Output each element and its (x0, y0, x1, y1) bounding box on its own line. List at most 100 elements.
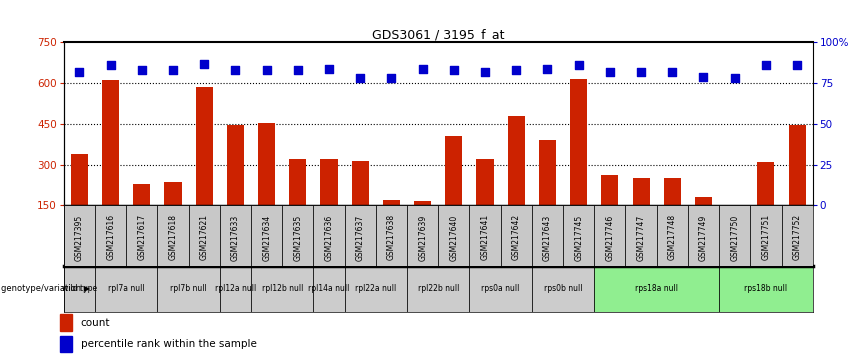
Text: rpl14a null: rpl14a null (308, 284, 350, 293)
Bar (789, 125, 806, 246)
Point (697, 74, 711, 80)
Bar (781, 205, 813, 266)
Bar (563, 205, 594, 266)
Point (291, 67, 305, 73)
Bar (757, 162, 774, 246)
Bar (289, 159, 306, 246)
Bar (251, 266, 313, 312)
Point (665, 69, 679, 75)
Point (791, 62, 804, 68)
Text: rps0a null: rps0a null (482, 284, 520, 293)
Text: GSM217618: GSM217618 (168, 214, 178, 260)
Bar (227, 125, 244, 246)
Bar (157, 266, 220, 312)
Bar (196, 87, 213, 246)
Bar (60, 336, 72, 352)
Text: rpl12b null: rpl12b null (261, 284, 303, 293)
Point (634, 69, 648, 75)
Bar (438, 205, 470, 266)
Point (353, 75, 367, 81)
Bar (695, 197, 712, 246)
Bar (157, 205, 189, 266)
Bar (313, 205, 345, 266)
Point (166, 67, 180, 73)
Bar (220, 266, 251, 312)
Bar (719, 205, 751, 266)
Bar (164, 182, 181, 246)
Bar (189, 205, 220, 266)
Point (447, 67, 460, 73)
Bar (532, 205, 563, 266)
Bar (594, 266, 719, 312)
Text: count: count (81, 318, 111, 327)
Bar (351, 161, 368, 246)
Bar (126, 205, 157, 266)
Bar (508, 116, 525, 246)
Text: rps18b null: rps18b null (745, 284, 787, 293)
Bar (64, 205, 95, 266)
Text: wild type: wild type (62, 284, 97, 293)
Bar (407, 266, 470, 312)
Text: rps18a null: rps18a null (635, 284, 678, 293)
Text: GSM217616: GSM217616 (106, 214, 115, 261)
Text: GSM217633: GSM217633 (231, 214, 240, 261)
Bar (445, 136, 462, 246)
Text: GSM217634: GSM217634 (262, 214, 271, 261)
Text: rpl22b null: rpl22b null (418, 284, 459, 293)
Bar (407, 205, 438, 266)
Bar (726, 238, 743, 246)
Text: rps0b null: rps0b null (544, 284, 582, 293)
Bar (383, 200, 400, 246)
Text: GSM217643: GSM217643 (543, 214, 552, 261)
Text: rpl7b null: rpl7b null (170, 284, 207, 293)
Text: GSM217751: GSM217751 (762, 214, 770, 261)
Bar (532, 266, 594, 312)
Bar (64, 266, 95, 312)
Bar (414, 201, 431, 246)
Text: GSM217636: GSM217636 (324, 214, 334, 261)
Bar (283, 205, 313, 266)
Point (385, 75, 398, 81)
Point (229, 67, 243, 73)
Bar (632, 178, 649, 246)
Text: percentile rank within the sample: percentile rank within the sample (81, 339, 257, 349)
Text: GSM217750: GSM217750 (730, 214, 740, 261)
Text: GSM217641: GSM217641 (481, 214, 489, 261)
Text: rpl22a null: rpl22a null (355, 284, 397, 293)
Bar (376, 205, 407, 266)
Point (197, 61, 211, 67)
Point (603, 69, 617, 75)
Text: GSM217638: GSM217638 (387, 214, 396, 261)
Bar (539, 140, 556, 246)
Point (540, 66, 554, 72)
Point (323, 66, 336, 72)
Point (135, 67, 149, 73)
Text: GSM217747: GSM217747 (637, 214, 646, 261)
Text: rpl7a null: rpl7a null (108, 284, 145, 293)
Point (416, 66, 430, 72)
Text: GSM217749: GSM217749 (699, 214, 708, 261)
Point (72, 69, 86, 75)
Text: GSM217752: GSM217752 (792, 214, 802, 261)
Bar (313, 266, 345, 312)
Bar (602, 176, 619, 246)
Bar (625, 205, 657, 266)
Bar (95, 266, 157, 312)
Bar (251, 205, 283, 266)
Text: GSM217635: GSM217635 (294, 214, 302, 261)
Bar (95, 205, 126, 266)
Point (478, 69, 492, 75)
Bar (71, 154, 88, 246)
Bar (664, 178, 681, 246)
Text: GSM217746: GSM217746 (605, 214, 614, 261)
Text: GSM217748: GSM217748 (668, 214, 677, 261)
Bar (321, 159, 338, 246)
Bar (688, 205, 719, 266)
Bar (500, 205, 532, 266)
Text: GSM217617: GSM217617 (137, 214, 146, 261)
Bar (102, 80, 119, 246)
Text: GSM217621: GSM217621 (200, 214, 208, 260)
Bar (134, 184, 151, 246)
Bar (60, 314, 72, 331)
Point (572, 62, 585, 68)
